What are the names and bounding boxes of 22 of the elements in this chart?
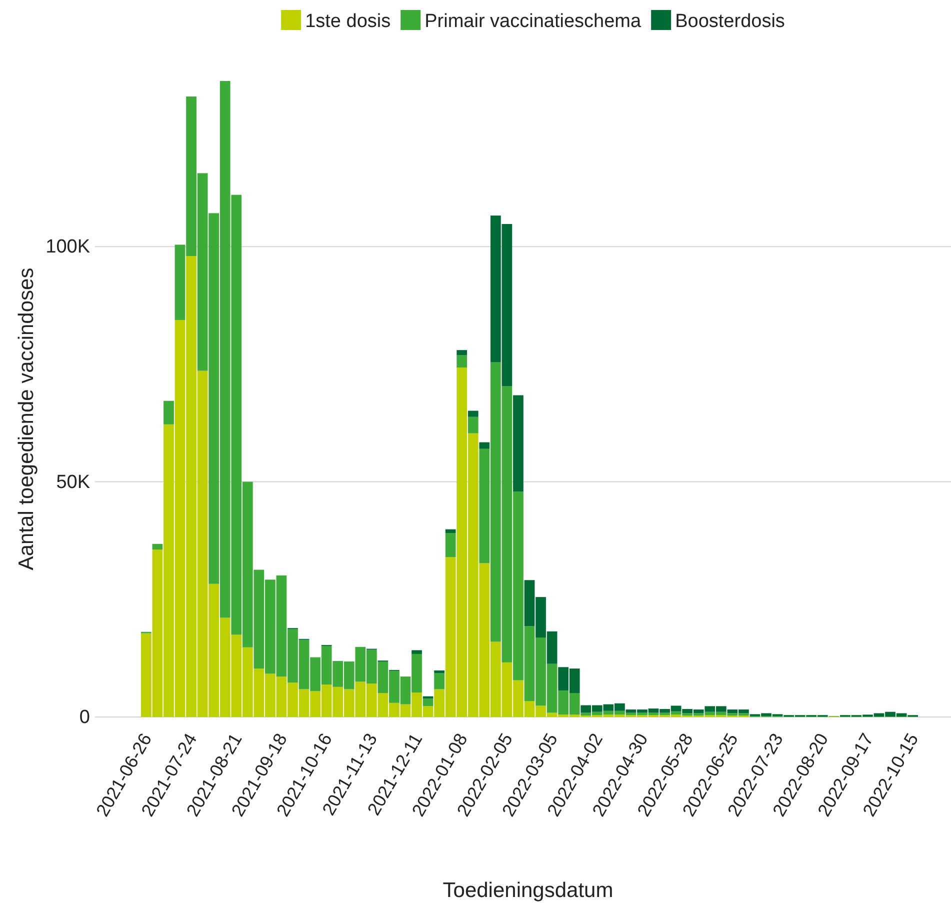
bar [434, 673, 444, 690]
bar [422, 698, 434, 706]
legend-label: Primair vaccinatieschema [424, 11, 642, 32]
bar [456, 355, 468, 368]
bar [445, 533, 456, 558]
bar [445, 529, 456, 534]
y-tick-label: 0 [79, 707, 90, 728]
bar [164, 400, 174, 424]
x-axis-title: Toedieningsdatum [442, 879, 614, 902]
y-axis-title: Aantal toegediende vaccindoses [15, 268, 38, 570]
bar [513, 395, 524, 492]
y-tick-label: 50K [56, 472, 90, 493]
bar [479, 442, 490, 449]
bar [412, 650, 422, 654]
bar [152, 544, 163, 550]
bar [434, 670, 444, 674]
bar [456, 350, 468, 356]
y-tick-label: 100K [46, 236, 90, 258]
legend-label: 1ste dosis [305, 11, 391, 32]
legend-label: Boosterdosis [675, 11, 785, 32]
bar [468, 416, 478, 434]
bar [468, 410, 478, 417]
